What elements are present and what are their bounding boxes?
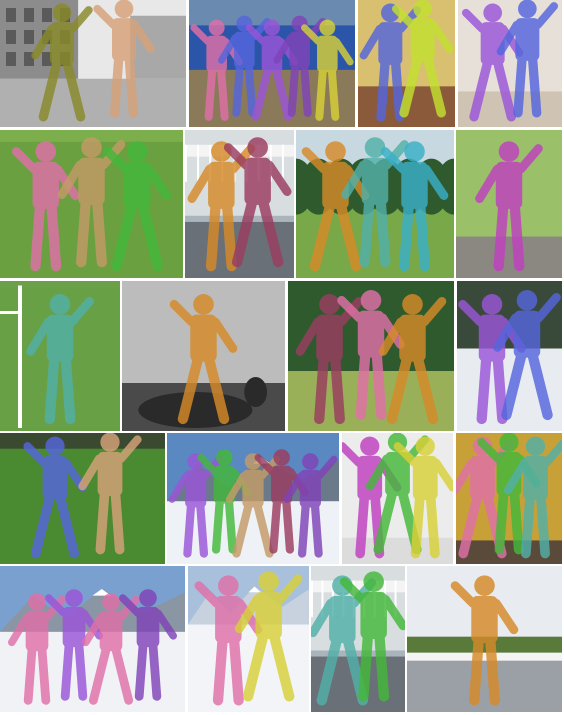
ground — [189, 69, 355, 127]
image-tile-horse-rider-bw — [122, 281, 285, 431]
segmented-person-mask — [295, 294, 364, 425]
image-tile-ski-group — [0, 566, 185, 712]
photo — [311, 566, 405, 712]
segmented-person-mask — [359, 3, 422, 122]
photo — [122, 281, 285, 431]
segmented-person-mask — [57, 137, 126, 268]
segmented-person-mask — [168, 453, 223, 558]
image-tile-tennis-pair — [0, 433, 165, 564]
image-tile-grass-soccer — [0, 130, 183, 278]
image-tile-indoor-group — [456, 433, 562, 564]
photo — [456, 130, 562, 278]
photo — [0, 433, 165, 564]
image-tile-park-walk — [296, 130, 454, 278]
photo — [189, 0, 355, 127]
segmented-person-mask — [493, 290, 561, 421]
segmented-person-mask — [450, 575, 519, 706]
photo — [0, 566, 185, 712]
segmented-person-mask — [393, 436, 453, 559]
segmented-person-mask — [301, 19, 354, 121]
image-tile-baseball-practice — [189, 0, 355, 127]
photo — [342, 433, 453, 564]
image-tile-goalkeeper — [0, 281, 120, 431]
photo — [0, 0, 186, 127]
photo — [167, 433, 339, 564]
photo — [296, 130, 454, 278]
ground — [0, 448, 165, 564]
image-tile-ski-slope-forest — [457, 281, 562, 431]
image-tile-meadow-play — [288, 281, 454, 431]
segmented-person-mask — [31, 3, 93, 122]
ground — [456, 236, 562, 278]
segmented-person-mask — [283, 453, 338, 558]
ground — [167, 501, 339, 564]
image-tile-rail-jump — [407, 566, 562, 712]
segmented-person-mask — [341, 137, 409, 268]
image-tile-mountain-group — [167, 433, 339, 564]
segmented-person-mask — [380, 141, 449, 272]
segmented-person-mask — [477, 433, 541, 555]
segmented-person-mask — [503, 436, 562, 559]
image-tile-street-soccer-bw — [0, 0, 186, 127]
segmented-person-mask — [496, 0, 559, 118]
ground — [456, 540, 562, 564]
photo — [457, 281, 562, 431]
ground — [407, 650, 562, 712]
image-tile-kitchen-pair — [458, 0, 562, 127]
segmented-person-mask — [391, 0, 454, 118]
segmented-person-mask — [119, 589, 177, 701]
image-tile-studio-trio — [342, 433, 453, 564]
image-tile-skate-jump-night — [311, 566, 405, 712]
segmented-person-mask — [194, 575, 263, 706]
segmented-person-mask — [45, 589, 103, 701]
image-tile-living-room-dance — [358, 0, 455, 127]
segmented-person-mask — [169, 294, 238, 425]
segmented-person-mask — [475, 141, 543, 272]
image-tile-ski-pair — [188, 566, 309, 712]
photo — [458, 0, 562, 127]
photo — [358, 0, 455, 127]
photo — [288, 281, 454, 431]
segmented-person-mask — [339, 571, 405, 702]
photo — [0, 281, 120, 431]
photo — [188, 566, 309, 712]
ground — [0, 78, 186, 127]
photo — [0, 130, 183, 278]
photo — [407, 566, 562, 712]
segmented-person-mask — [23, 436, 87, 559]
segmented-person-mask — [8, 593, 66, 705]
segmented-person-mask — [78, 433, 142, 555]
segmented-person-mask — [218, 15, 271, 117]
segmented-person-mask — [197, 449, 252, 554]
segmented-person-mask — [26, 294, 94, 425]
image-tile-skate-trick — [456, 130, 562, 278]
segmented-person-mask — [223, 137, 292, 268]
photo — [456, 433, 562, 564]
photo — [185, 130, 294, 278]
image-tile-skate-jump-wall — [185, 130, 294, 278]
segmented-person-mask — [103, 141, 172, 272]
segmented-person-mask — [378, 294, 447, 425]
segmented-person-mask — [234, 571, 303, 702]
segmented-person-mask — [93, 0, 155, 118]
